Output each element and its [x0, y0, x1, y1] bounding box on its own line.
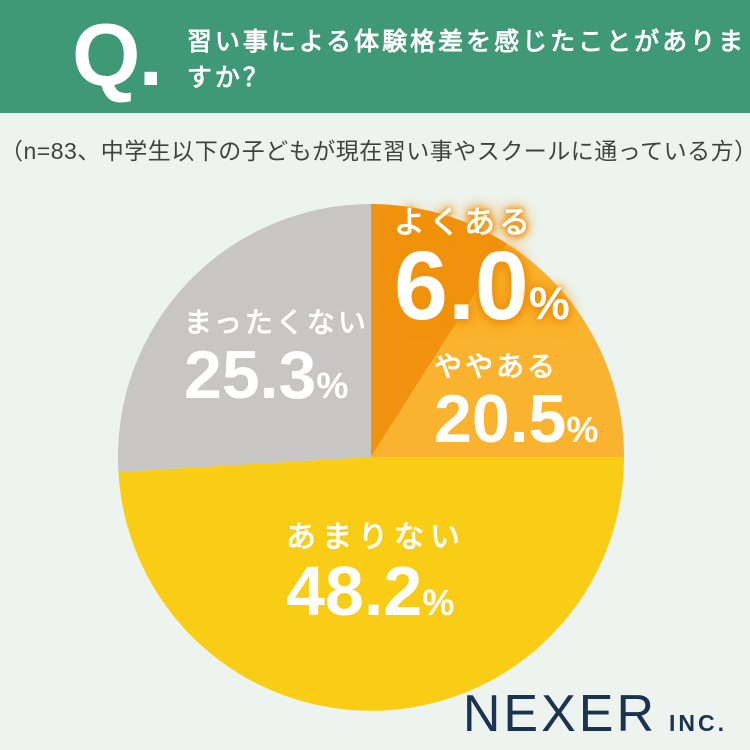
percent-sign: %: [422, 582, 455, 623]
pie-slice-あまりない: [118, 457, 625, 711]
pie-slice-ややある: [371, 243, 624, 457]
question-banner: Q. 習い事による体験格差を感じたことがありますか？: [0, 0, 750, 113]
slice-label-yayaaru: ややある 20.5%: [434, 351, 599, 457]
pie-slice-まったくない: [117, 204, 371, 472]
question-text: 習い事による体験格差を感じたことがありますか？: [186, 27, 747, 92]
slice-value: 20.5%: [434, 380, 599, 457]
slice-label-yokuaru: よくある 6.0%: [394, 205, 570, 341]
pie-slice-よくある: [371, 204, 507, 457]
percent-sign: %: [528, 277, 570, 330]
slice-name: よくある: [394, 205, 534, 240]
q-mark: Q.: [72, 4, 163, 104]
slice-name: ややある: [434, 351, 559, 382]
percent-sign: %: [566, 408, 599, 450]
slice-value: 48.2%: [286, 552, 455, 630]
brand-name: NEXER: [462, 685, 657, 743]
brand-suffix: INC.: [669, 710, 727, 736]
slice-name: あまりない: [286, 521, 466, 554]
percent-sign: %: [316, 364, 349, 406]
slice-label-mattakunai: まったくない 25.3%: [184, 307, 369, 413]
sample-note: （n=83、中学生以下の子どもが現在習い事やスクールに通っている方）: [0, 138, 750, 164]
nexer-logo: NEXER INC.: [463, 688, 727, 740]
slice-label-amarinai: あまりない 48.2%: [286, 521, 466, 630]
slice-value: 6.0%: [394, 231, 570, 341]
slice-value: 25.3%: [184, 336, 349, 413]
slice-name: まったくない: [184, 307, 369, 338]
